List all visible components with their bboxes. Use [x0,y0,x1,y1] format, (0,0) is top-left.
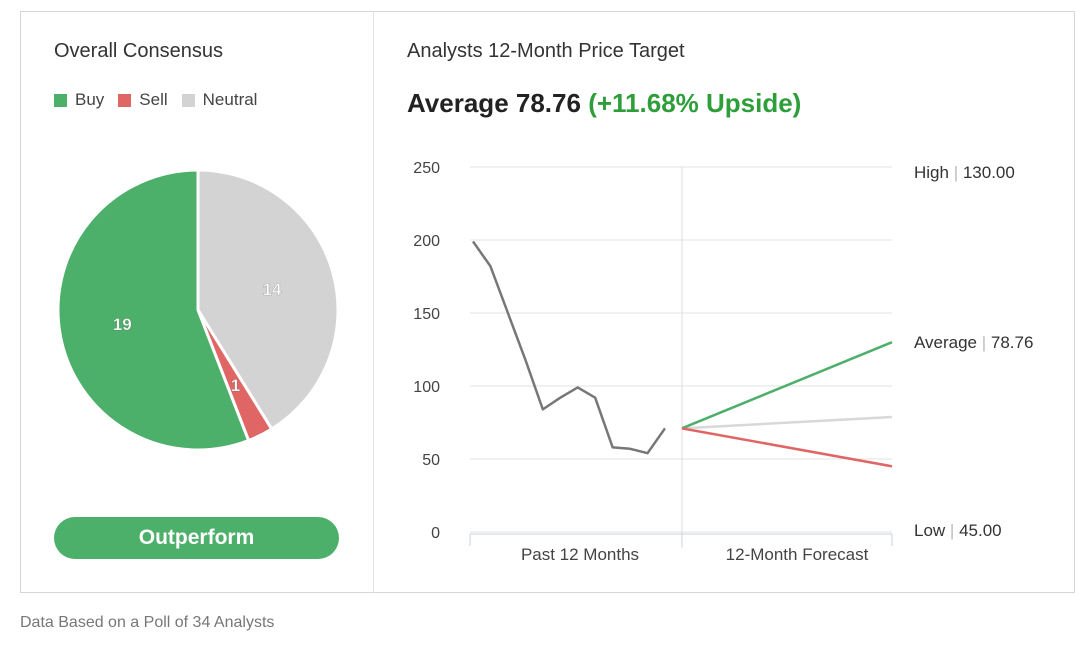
forecast-label-value: 78.76 [991,333,1034,352]
pie-label-neutral: 14 [263,280,282,299]
buy-swatch-icon [54,93,67,107]
forecast-line-low [681,427,893,468]
forecast-label-average: Average | 78.76 [914,333,1033,352]
forecast-label-name: Low [914,521,950,540]
poll-footnote: Data Based on a Poll of 34 Analysts [20,614,275,631]
price-target-line-chart: 250 200 150 100 50 0 Past 12 Months 12-Month Fo… [413,160,1033,564]
forecast-label-low: Low | 45.00 [914,521,1002,540]
history-price-line [471,240,667,455]
pie-label-buy: 19 [113,315,132,334]
forecast-label-value: 130.00 [963,163,1015,182]
forecast-label-separator: | [982,333,991,352]
y-tick-label: 150 [413,306,440,323]
pie-slice-buy [56,168,251,452]
upside-value: (+11.68% Upside) [588,88,802,118]
x-label-past: Past 12 Months [521,545,639,564]
forecast-label-separator: | [954,163,963,182]
y-tick-label: 250 [413,160,440,177]
legend-buy: Buy [54,90,104,110]
consensus-title: Overall Consensus [54,40,223,62]
forecast-label-separator: | [950,521,959,540]
forecast-label-high: High | 130.00 [914,163,1015,182]
consensus-pie-chart: 14 1 19 [56,168,340,452]
legend-neutral: Neutral [181,90,258,110]
y-tick-label: 0 [431,525,440,542]
legend-sell-label: Sell [139,90,168,109]
y-tick-label: 200 [413,233,440,250]
consensus-legend: Buy Sell Neutral [54,90,271,110]
forecast-label-name: High [914,163,954,182]
x-label-forecast: 12-Month Forecast [726,545,869,564]
average-value: Average 78.76 [407,88,581,118]
panel-divider [373,11,374,593]
neutral-swatch-icon [181,93,195,107]
legend-neutral-label: Neutral [202,90,258,109]
legend-sell: Sell [118,90,168,110]
y-tick-label: 100 [413,379,440,396]
pie-label-sell: 1 [231,376,240,395]
forecast-label-value: 45.00 [959,521,1002,540]
y-tick-label: 50 [422,452,440,469]
price-target-title: Analysts 12-Month Price Target [407,40,685,62]
legend-buy-label: Buy [75,90,105,109]
forecast-label-name: Average [914,333,982,352]
outperform-rating-button[interactable]: Outperform [54,517,339,559]
average-price-target: Average 78.76 (+11.68% Upside) [407,88,801,119]
forecast-line-high [681,341,893,430]
sell-swatch-icon [118,93,132,107]
forecast-line-average [681,415,893,430]
